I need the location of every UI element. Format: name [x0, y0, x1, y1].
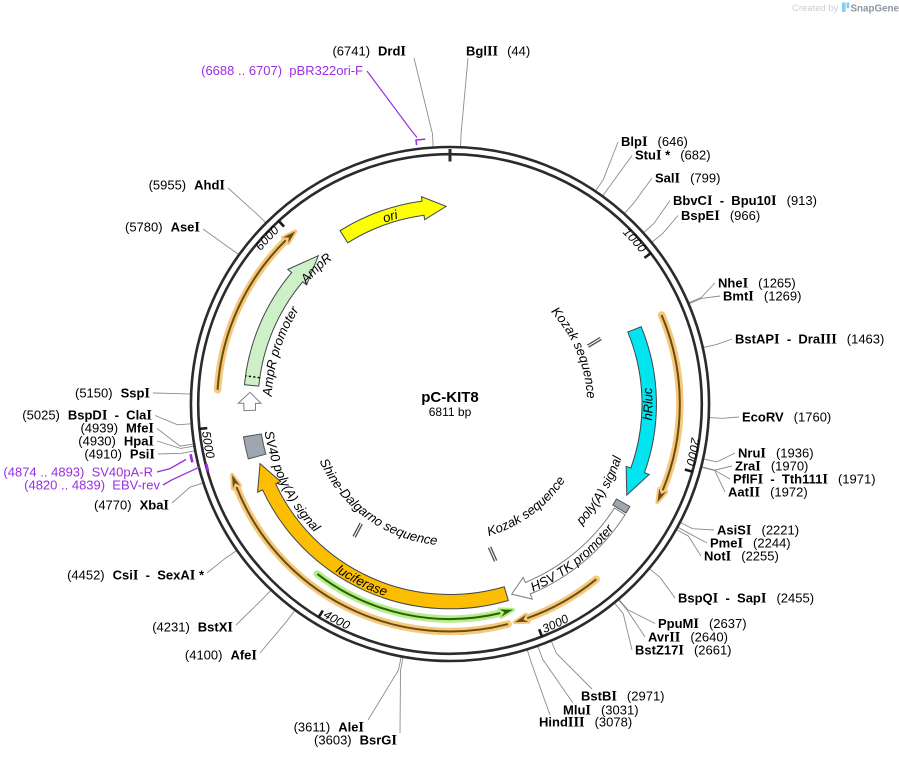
svg-text:SalI(799): SalI (799) [655, 171, 720, 187]
svg-text:(6741)DrdI: (6741) DrdI [332, 44, 406, 60]
svg-text:StuI *(682): StuI * (682) [635, 148, 711, 164]
svg-text:SnapGene: SnapGene [851, 3, 899, 14]
svg-text:AsiSI(2221): AsiSI (2221) [717, 523, 799, 539]
svg-text:BstAPI - DraIII(1463): BstAPI - DraIII (1463) [735, 332, 884, 348]
svg-text:5000: 5000 [199, 430, 218, 460]
svg-text:(4452)CsiI - SexAI *: (4452) CsiI - SexAI * [67, 568, 205, 584]
svg-text:(4770)XbaI: (4770) XbaI [94, 498, 169, 514]
svg-text:(4939)MfeI: (4939) MfeI [80, 421, 154, 437]
svg-text:pC-KIT8: pC-KIT8 [421, 389, 479, 406]
svg-text:PpuMI(2637): PpuMI (2637) [658, 616, 747, 632]
svg-text:(5150)SspI: (5150) SspI [75, 386, 150, 402]
svg-text:(4820 .. 4839) EBV-rev: (4820 .. 4839) EBV-rev [24, 478, 160, 493]
svg-text:(4910)PsiI: (4910) PsiI [84, 447, 155, 463]
svg-text:ZraI(1970): ZraI (1970) [735, 459, 808, 475]
svg-text:2000: 2000 [683, 436, 702, 467]
svg-text:(4930)HpaI: (4930) HpaI [78, 434, 154, 450]
svg-text:(3611)AleI: (3611) AleI [294, 720, 365, 736]
svg-text:NheI(1265): NheI (1265) [718, 276, 796, 292]
svg-text:(3603)BsrGI: (3603) BsrGI [314, 733, 397, 749]
svg-text:BbvCI - Bpu10I(913): BbvCI - Bpu10I (913) [673, 193, 817, 209]
svg-text:BspEI(966): BspEI (966) [681, 208, 760, 224]
svg-text:(6688 .. 6707) pBR322ori-F: (6688 .. 6707) pBR322ori-F [201, 63, 363, 78]
svg-text:AatII(1972): AatII (1972) [728, 485, 808, 501]
svg-text:(5780)AseI: (5780) AseI [125, 220, 200, 236]
svg-text:6811 bp: 6811 bp [429, 405, 472, 419]
svg-text:HindIII(3078): HindIII (3078) [539, 715, 632, 731]
svg-text:PflFI - Tth111I(1971): PflFI - Tth111I (1971) [733, 472, 876, 488]
svg-text:PmeI(2244): PmeI (2244) [710, 536, 791, 552]
svg-text:(4874 .. 4893) SV40pA-R: (4874 .. 4893) SV40pA-R [3, 465, 153, 480]
svg-text:BglII(44): BglII (44) [466, 44, 530, 60]
svg-text:AvrII(2640): AvrII (2640) [648, 630, 728, 646]
svg-text:BspQI - SapI(2455): BspQI - SapI (2455) [678, 591, 814, 607]
svg-text:BlpI(646): BlpI (646) [621, 134, 688, 150]
svg-text:(4231)BstXI: (4231) BstXI [152, 620, 233, 636]
svg-text:(4100)AfeI: (4100) AfeI [185, 648, 258, 664]
svg-text:EcoRV(1760): EcoRV (1760) [742, 410, 831, 425]
svg-text:ori: ori [381, 207, 401, 226]
svg-text:hRluc: hRluc [640, 387, 656, 421]
svg-text:BmtI(1269): BmtI (1269) [723, 289, 801, 305]
svg-text:(5025)BspDI - ClaI: (5025) BspDI - ClaI [22, 408, 152, 424]
svg-text:Created by: Created by [792, 3, 839, 14]
svg-text:NruI(1936): NruI (1936) [738, 446, 814, 462]
svg-text:MluI(3031): MluI (3031) [563, 703, 639, 719]
svg-text:BstBI(2971): BstBI (2971) [581, 689, 665, 705]
svg-text:BstZ17I(2661): BstZ17I (2661) [635, 643, 732, 659]
svg-text:NotI(2255): NotI (2255) [704, 549, 779, 565]
svg-text:(5955)AhdI: (5955) AhdI [149, 178, 226, 194]
